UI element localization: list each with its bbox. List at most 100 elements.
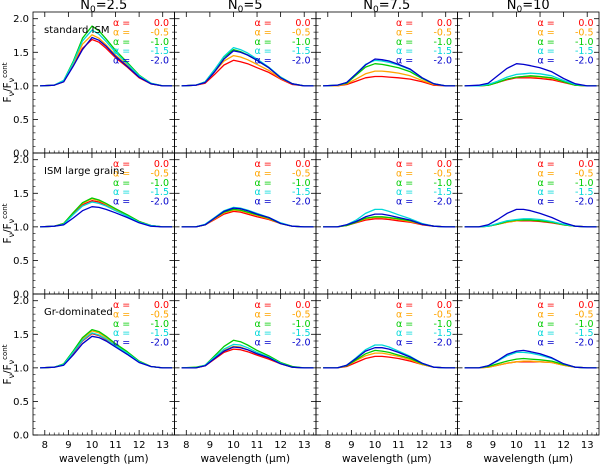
legend-symbol: α = xyxy=(113,46,130,57)
series-line xyxy=(464,349,597,369)
x-tick-label: 9 xyxy=(207,440,213,451)
legend-value: 0.0 xyxy=(578,300,593,311)
x-tick-label: 9 xyxy=(348,440,354,451)
legend-value: -1.0 xyxy=(433,37,452,48)
legend-symbol: α = xyxy=(255,37,272,48)
x-tick-label: 8 xyxy=(42,440,48,451)
legend-symbol: α = xyxy=(113,338,130,349)
legend-symbol: α = xyxy=(538,300,555,311)
x-tick-label: 13 xyxy=(298,440,311,451)
legend-value: -1.0 xyxy=(575,178,594,189)
row-label: standard ISM xyxy=(44,25,109,36)
legend-value: -1.5 xyxy=(575,46,594,57)
series-line xyxy=(464,208,597,228)
column-title-sub: 0 xyxy=(90,5,96,15)
series-line xyxy=(181,348,314,369)
legend-value: -0.5 xyxy=(575,27,594,38)
row-label: ISM large grains xyxy=(44,166,125,177)
y-axis-title-nu: ν xyxy=(7,373,16,378)
y-tick-label: 1.5 xyxy=(13,330,29,341)
legend-value: -2.0 xyxy=(292,338,311,349)
legend-symbol: α = xyxy=(396,18,413,29)
legend-value: -0.5 xyxy=(150,309,169,320)
x-tick-label: 8 xyxy=(466,440,472,451)
legend-symbol: α = xyxy=(396,328,413,339)
legend-value: 0.0 xyxy=(154,159,169,170)
column-title-value: =2.5 xyxy=(96,0,128,13)
legend-value: -1.0 xyxy=(292,319,311,330)
column-title: N0=10 xyxy=(507,0,550,15)
legend-symbol: α = xyxy=(255,159,272,170)
legend-value: -2.0 xyxy=(433,197,452,208)
y-tick-label: 0.0 xyxy=(13,290,29,301)
legend-symbol: α = xyxy=(538,27,555,38)
legend-symbol: α = xyxy=(396,37,413,48)
legend-symbol: α = xyxy=(113,56,130,67)
y-tick-label: 0.5 xyxy=(13,397,29,408)
column-title-n: N xyxy=(228,0,238,13)
legend-symbol: α = xyxy=(396,338,413,349)
legend-value: -1.5 xyxy=(292,187,311,198)
legend-symbol: α = xyxy=(113,27,130,38)
legend-value: 0.0 xyxy=(295,18,310,29)
y-axis-title-den: /F xyxy=(2,364,14,374)
legend-value: -1.0 xyxy=(292,37,311,48)
legend-value: 0.0 xyxy=(437,300,452,311)
legend-symbol: α = xyxy=(396,27,413,38)
y-tick-label: 2.0 xyxy=(13,155,29,166)
legend-symbol: α = xyxy=(113,18,130,29)
legend-value: 0.0 xyxy=(154,300,169,311)
legend-value: 0.0 xyxy=(578,18,593,29)
legend-symbol: α = xyxy=(113,168,130,179)
legend-symbol: α = xyxy=(538,309,555,320)
panel-r0-c3: α = 0.0 α = -0.5 α = -1.0 α = -1.5 α = -2.0 xyxy=(457,11,600,154)
series-line xyxy=(323,63,456,87)
legend-symbol: α = xyxy=(538,338,555,349)
x-tick-label: 12 xyxy=(557,440,570,451)
series-line xyxy=(464,63,597,87)
y-axis-title-f: F xyxy=(2,237,14,243)
series-line xyxy=(181,208,314,228)
legend-symbol: α = xyxy=(255,197,272,208)
legend-value: -1.5 xyxy=(433,187,452,198)
series-line xyxy=(40,206,173,228)
panel-r0-c0: α = 0.0 α = -0.5 α = -1.0 α = -1.5 α = -2.0 standa… xyxy=(32,11,175,154)
x-axis-title: wavelength (μm) xyxy=(342,453,432,464)
panel-r1-c1: α = 0.0 α = -0.5 α = -1.0 α = -1.5 α = -2.0 xyxy=(174,152,317,295)
x-tick-label: 10 xyxy=(510,440,523,451)
column-title-sub: 0 xyxy=(238,5,244,15)
series-line xyxy=(464,75,597,87)
legend-value: -2.0 xyxy=(292,197,311,208)
legend-value: -0.5 xyxy=(433,309,452,320)
legend-value: 0.0 xyxy=(295,159,310,170)
panel-r2-c3: α = 0.0 α = -0.5 α = -1.0 α = -1.5 α = -2.0 xyxy=(457,293,600,436)
legend-symbol: α = xyxy=(113,328,130,339)
legend-value: -1.5 xyxy=(292,328,311,339)
x-axis-title: wavelength (μm) xyxy=(483,453,573,464)
legend-symbol: α = xyxy=(396,309,413,320)
x-tick-label: 12 xyxy=(133,440,146,451)
legend-value: -1.5 xyxy=(150,187,169,198)
column-title: N0=2.5 xyxy=(80,0,127,15)
y-axis-title-nu: ν xyxy=(7,359,16,364)
y-axis-title-den: /F xyxy=(2,223,14,233)
legend-symbol: α = xyxy=(255,309,272,320)
x-tick-label: 13 xyxy=(156,440,169,451)
legend-value: -1.0 xyxy=(150,319,169,330)
legend-symbol: α = xyxy=(396,187,413,198)
y-tick-label: 1.0 xyxy=(13,81,29,92)
legend-symbol: α = xyxy=(255,27,272,38)
y-tick-label: 2.0 xyxy=(13,296,29,307)
series-line xyxy=(464,72,597,87)
legend-symbol: α = xyxy=(538,178,555,189)
panel-r2-c1: α = 0.0 α = -0.5 α = -1.0 α = -1.5 α = -2.0 xyxy=(174,293,317,436)
series-line xyxy=(181,210,314,228)
y-axis-title-f: F xyxy=(2,96,14,102)
legend-symbol: α = xyxy=(255,56,272,67)
legend-value: -1.0 xyxy=(433,319,452,330)
legend-symbol: α = xyxy=(396,300,413,311)
y-axis-title-cont: cont xyxy=(1,62,9,78)
x-tick-label: 11 xyxy=(392,440,405,451)
column-title-n: N xyxy=(80,0,90,13)
legend-value: 0.0 xyxy=(578,159,593,170)
